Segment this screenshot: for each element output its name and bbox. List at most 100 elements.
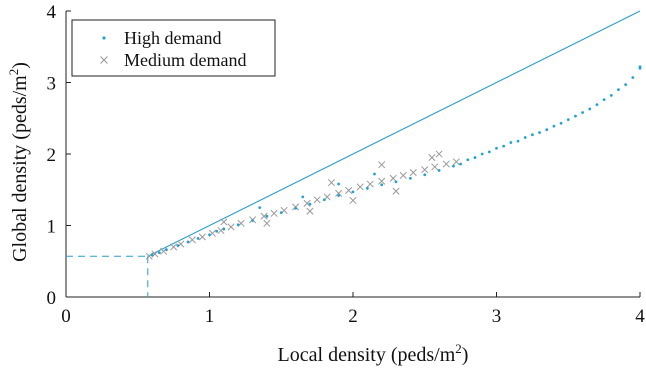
data-point [435, 150, 443, 158]
data-point-stroke [306, 207, 314, 215]
data-point-stroke [345, 186, 353, 195]
y-axis-title-superscript: 2 [6, 69, 21, 76]
y-tick-label: 0 [47, 288, 57, 309]
data-point [157, 251, 161, 255]
legend-label: High demand [124, 28, 221, 48]
data-point-stroke [188, 236, 196, 244]
data-point-stroke [170, 243, 178, 251]
legend-marker [102, 36, 106, 40]
x-axis-title: Local density (peds/m2) [278, 341, 469, 366]
data-point-stroke [389, 174, 397, 182]
data-point [196, 236, 200, 240]
data-point-stroke [263, 219, 271, 227]
data-point [150, 253, 154, 257]
x-tick-label: 2 [348, 306, 358, 327]
data-point [452, 158, 460, 166]
data-point [308, 202, 312, 206]
data-point [552, 124, 556, 128]
data-point [263, 219, 271, 227]
reference-lines [66, 10, 641, 297]
data-point [378, 161, 386, 169]
data-point [638, 65, 642, 69]
data-point [502, 144, 506, 148]
data-point [466, 158, 470, 162]
legend-marker [100, 56, 108, 64]
data-point [208, 233, 211, 237]
data-point [559, 121, 563, 125]
data-point [313, 196, 321, 204]
data-point [337, 194, 341, 197]
x-axis-title-text: Local density (peds/m [278, 344, 456, 366]
data-point [392, 187, 400, 195]
data-point [437, 169, 441, 172]
data-point-stroke [292, 203, 300, 211]
data-point-stroke [260, 212, 268, 220]
data-point [198, 233, 206, 241]
data-point [222, 227, 226, 231]
data-point [574, 114, 577, 118]
series-medium-demand [145, 150, 460, 260]
data-point [335, 189, 343, 197]
data-point-stroke [366, 180, 374, 188]
data-point [428, 154, 436, 162]
data-point [452, 164, 455, 168]
data-point [151, 250, 159, 258]
x-axis-title-superscript: 2 [455, 341, 462, 356]
data-point [265, 214, 269, 218]
data-point [215, 229, 219, 233]
data-point [260, 212, 268, 220]
data-point [421, 166, 429, 174]
data-point [301, 195, 305, 199]
data-point [442, 160, 450, 168]
x-tick-label: 0 [61, 306, 71, 327]
data-point-stroke [313, 196, 321, 204]
data-point [322, 198, 326, 202]
data-point-stroke [378, 177, 386, 185]
data-point [227, 223, 235, 231]
data-point [270, 209, 278, 217]
data-point-stroke [220, 218, 228, 226]
data-point [303, 199, 311, 207]
identity-line [147, 10, 641, 257]
data-point [588, 107, 592, 111]
data-point [279, 211, 283, 215]
y-axis-title-text: Global density (peds/m [9, 75, 31, 262]
data-point [431, 163, 439, 171]
data-point-stroke [392, 187, 400, 195]
data-point-stroke [349, 196, 357, 205]
data-point [394, 180, 398, 184]
data-point [378, 177, 386, 185]
data-point-stroke [442, 160, 450, 168]
data-point [581, 111, 584, 114]
data-point [351, 190, 355, 194]
data-point [487, 150, 491, 154]
data-point [617, 88, 620, 92]
data-point-stroke [431, 163, 439, 171]
y-tick-label: 1 [47, 217, 57, 238]
data-point [306, 207, 314, 215]
data-point [345, 186, 353, 195]
data-point [480, 152, 484, 156]
data-point-stroke [421, 166, 429, 174]
data-point-stroke [270, 209, 278, 217]
y-axis-title: Global density (peds/m2) [6, 62, 31, 262]
data-point [495, 146, 498, 150]
data-point [356, 183, 364, 191]
y-axis-title-tail: ) [9, 62, 31, 69]
y-tick-label: 3 [47, 74, 57, 95]
data-point [251, 219, 254, 222]
data-point [473, 156, 477, 159]
data-point [366, 180, 374, 188]
data-point [459, 162, 463, 166]
data-point [631, 76, 635, 79]
data-point [176, 244, 180, 247]
data-point-stroke [399, 171, 407, 180]
data-point [423, 173, 427, 177]
data-point [365, 186, 369, 190]
data-point [165, 248, 168, 252]
axis-titles: Local density (peds/m2)Global density (p… [6, 62, 468, 366]
data-point [399, 171, 407, 180]
x-axis-title-tail: ) [462, 344, 469, 366]
